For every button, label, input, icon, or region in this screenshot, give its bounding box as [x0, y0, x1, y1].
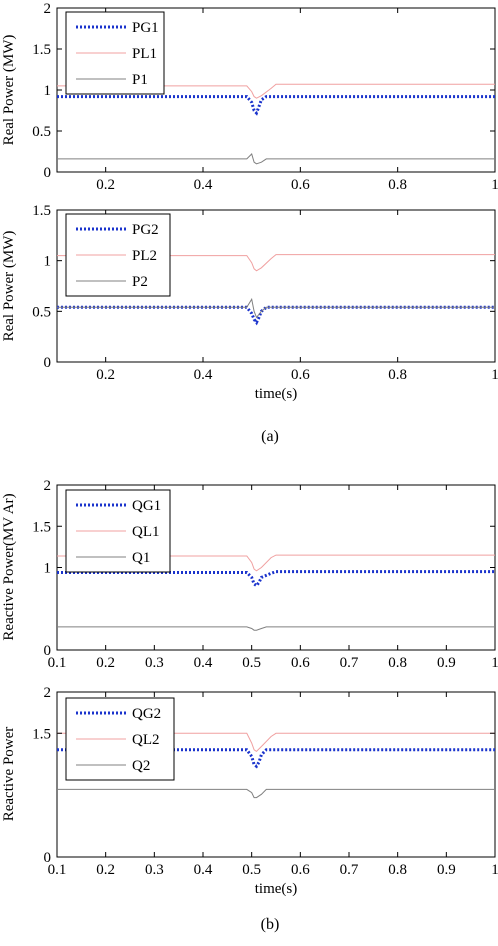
- x-tick-label: 0.9: [437, 655, 456, 671]
- series-line-pl1: [57, 83, 495, 99]
- legend: PG1 PL1 P1: [65, 11, 165, 95]
- legend-label-q2: Q2: [132, 758, 150, 774]
- x-tick-label: 1: [491, 177, 498, 193]
- y-tick-label: 0.5: [32, 124, 51, 140]
- y-tick-label: 1: [44, 561, 52, 577]
- legend-label-ql2: QL2: [132, 732, 160, 748]
- series-line-q1: [57, 626, 495, 631]
- legend: PG2 PL2 P2: [65, 213, 171, 297]
- legend-label-p2: P2: [132, 274, 148, 290]
- x-tick-label: 0.8: [388, 655, 407, 671]
- x-tick-label: 0.3: [145, 862, 164, 878]
- x-tick-label: 1: [491, 655, 498, 671]
- x-tick-label: 0.5: [242, 655, 261, 671]
- y-tick-label: 2: [44, 1, 52, 17]
- legend-label-qg1: QG1: [132, 498, 161, 514]
- y-axis-title: Real Power (MW): [1, 231, 17, 342]
- y-tick-label: 0.5: [32, 304, 51, 320]
- caption-a: (a): [261, 428, 279, 445]
- x-tick-label: 0.1: [48, 655, 67, 671]
- legend-label-p1: P1: [132, 72, 148, 88]
- x-tick-label: 0.7: [340, 655, 359, 671]
- y-tick-label: 2: [44, 685, 52, 701]
- y-tick-label: 0: [44, 355, 52, 371]
- legend-label-qg2: QG2: [132, 706, 161, 722]
- series-line-ql2: [57, 732, 495, 753]
- x-tick-label: 0.1: [48, 862, 67, 878]
- y-tick-label: 1: [44, 83, 52, 99]
- x-tick-label: 0.4: [194, 862, 213, 878]
- x-tick-label: 0.4: [194, 655, 213, 671]
- x-tick-label: 0.4: [194, 367, 213, 383]
- chart-panel-b-top: 0.1 0.2 0.3 0.4 0.5 0.6 0.7 0.8 0.9 1 0 1 1.5 2 Reacti…: [1, 478, 498, 671]
- x-tick-label: 0.4: [194, 177, 213, 193]
- chart-panel-b-bottom: 0.1 0.2 0.3 0.4 0.5 0.6 0.7 0.8 0.9 1 0 1.5 2 Reactiv…: [1, 685, 498, 897]
- series-line-pg1: [57, 95, 495, 116]
- legend: QG2 QL2 Q2: [65, 697, 175, 781]
- x-tick-label: 0.8: [388, 177, 407, 193]
- x-tick-label: 0.8: [388, 862, 407, 878]
- legend-label-pg2: PG2: [132, 222, 159, 238]
- x-tick-label: 0.2: [96, 655, 115, 671]
- series-line-q2: [57, 788, 495, 799]
- x-tick-label: 0.2: [96, 177, 115, 193]
- y-tick-label: 1: [44, 254, 52, 270]
- legend-label-pl1: PL1: [132, 46, 157, 62]
- y-tick-label: 0: [44, 643, 52, 659]
- x-tick-label: 0.6: [291, 862, 310, 878]
- y-tick-label: 0: [44, 850, 52, 866]
- series-line-pg2: [57, 305, 495, 326]
- x-axis-title: time(s): [255, 881, 298, 897]
- series-line-p1: [57, 153, 495, 165]
- x-tick-label: 0.7: [340, 862, 359, 878]
- plot-area-frame: [56, 209, 496, 363]
- series-line-pl2: [57, 254, 495, 272]
- series-line-ql1: [57, 554, 495, 572]
- x-tick-label: 1: [491, 367, 498, 383]
- y-tick-label: 0: [44, 165, 52, 181]
- y-axis-title: Real Power (MW): [1, 35, 17, 146]
- x-tick-label: 0.3: [145, 655, 164, 671]
- x-tick-label: 1: [491, 862, 498, 878]
- y-tick-label: 2: [44, 478, 52, 494]
- legend-label-pl2: PL2: [132, 248, 157, 264]
- x-tick-label: 0.6: [291, 177, 310, 193]
- x-tick-label: 0.5: [242, 862, 261, 878]
- x-tick-label: 0.2: [96, 367, 115, 383]
- caption-b: (b): [260, 916, 280, 933]
- x-tick-label: 0.6: [291, 655, 310, 671]
- y-tick-label: 1.5: [32, 726, 51, 742]
- y-axis-title: Reactive Power(MV Ar): [1, 493, 17, 640]
- legend-label-q1: Q1: [132, 550, 150, 566]
- series-line-qg1: [57, 570, 495, 588]
- legend: QG1 QL1 Q1: [65, 489, 171, 573]
- x-axis-title: time(s): [255, 386, 298, 402]
- y-tick-label: 1.5: [32, 519, 51, 535]
- x-tick-label: 0.9: [437, 862, 456, 878]
- series-line-p2: [57, 297, 495, 319]
- chart-panel-a-bottom: 0.2 0.4 0.6 0.8 1 0 0.5 1 1.5 Real Power (MW) time…: [1, 203, 498, 402]
- x-tick-label: 0.8: [388, 367, 407, 383]
- x-tick-label: 0.2: [96, 862, 115, 878]
- legend-label-pg1: PG1: [132, 20, 159, 36]
- plot-area-frame: [56, 691, 496, 858]
- y-tick-label: 1.5: [32, 203, 51, 219]
- series-line-qg2: [57, 748, 495, 769]
- chart-panel-a-top: 0.2 0.4 0.6 0.8 1 0 0.5 1 1.5 2 Real Power (MW) PG1…: [1, 1, 498, 193]
- legend-label-ql1: QL1: [132, 524, 160, 540]
- x-tick-label: 0.6: [291, 367, 310, 383]
- y-axis-title: Reactive Power: [1, 727, 17, 822]
- y-tick-label: 1.5: [32, 42, 51, 58]
